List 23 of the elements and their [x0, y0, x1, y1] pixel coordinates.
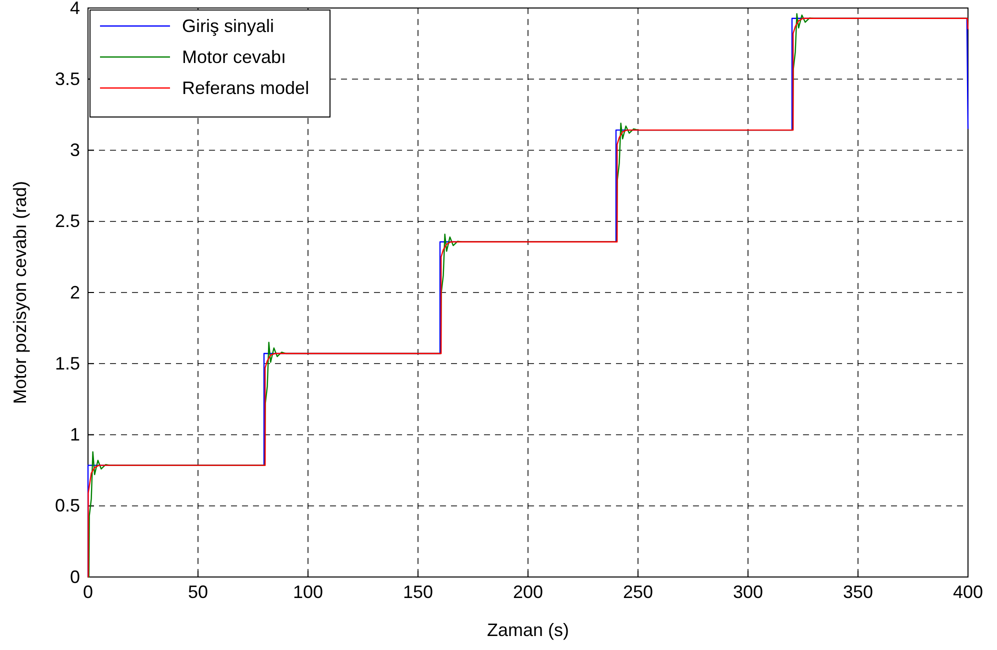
y-tick-label: 3.5 [54, 68, 80, 89]
legend-label: Referans model [182, 78, 310, 98]
legend-label: Giriş sinyali [182, 16, 274, 36]
y-tick-label: 0.5 [54, 496, 80, 516]
y-tick-label: 1.5 [54, 353, 80, 374]
x-tick-label: 0 [82, 582, 94, 602]
x-tick-label: 200 [512, 582, 544, 602]
x-tick-label: 100 [292, 582, 324, 602]
x-tick-label: 150 [402, 582, 434, 602]
x-tick-label: 250 [622, 582, 654, 602]
x-tick-label: 350 [842, 582, 874, 602]
y-tick-label: 3 [70, 140, 80, 160]
x-axis-title: Zaman (s) [486, 620, 570, 640]
y-tick-label: 0 [70, 566, 80, 587]
y-tick-label: 2.5 [54, 211, 80, 232]
x-tick-label: 50 [188, 582, 208, 602]
x-tick-label: 300 [732, 582, 764, 602]
legend-label: Motor cevabı [182, 47, 286, 67]
x-tick-label: 400 [952, 582, 984, 602]
y-axis-title: Motor pozisyon cevabı (rad) [10, 180, 30, 404]
y-tick-label: 1 [70, 424, 80, 445]
y-tick-label: 4 [70, 0, 80, 18]
y-tick-label: 2 [70, 282, 80, 302]
